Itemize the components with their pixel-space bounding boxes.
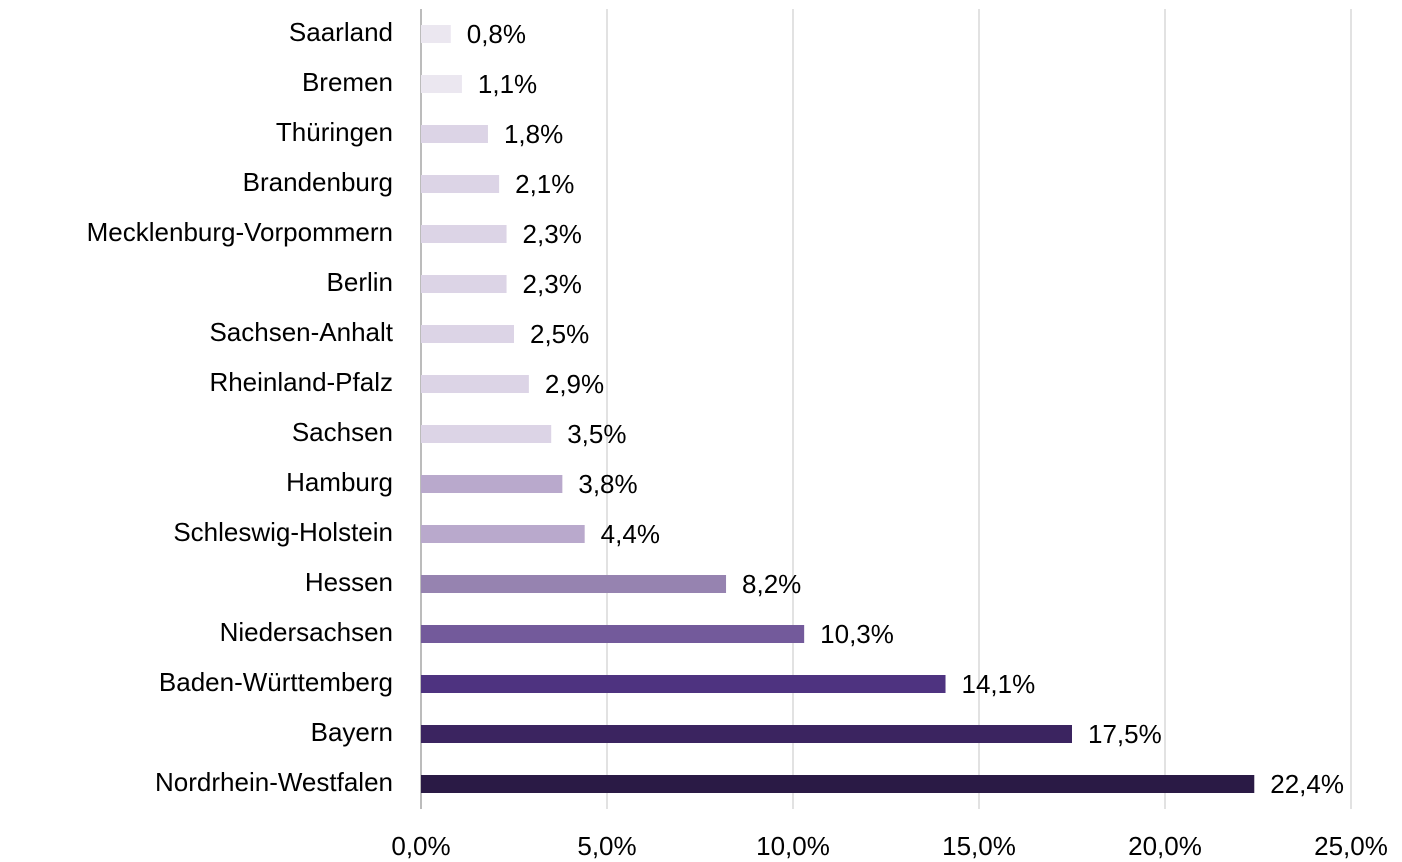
y-tick-label: Bremen	[302, 67, 393, 97]
data-label: 2,9%	[545, 369, 604, 399]
y-tick-label: Mecklenburg-Vorpommern	[87, 217, 393, 247]
data-label: 1,8%	[504, 119, 563, 149]
y-tick-label: Hamburg	[286, 467, 393, 497]
bar	[421, 725, 1072, 743]
bar	[421, 475, 563, 493]
data-label: 2,3%	[523, 269, 582, 299]
y-tick-label: Brandenburg	[243, 167, 393, 197]
bar	[421, 625, 805, 643]
bar	[421, 225, 507, 243]
y-tick-label: Hessen	[305, 567, 393, 597]
bar	[421, 575, 727, 593]
x-tick-label: 15,0%	[942, 831, 1016, 861]
data-label: 22,4%	[1270, 769, 1344, 799]
bar	[421, 125, 488, 143]
x-tick-label: 20,0%	[1128, 831, 1202, 861]
data-label: 17,5%	[1088, 719, 1162, 749]
data-label: 2,3%	[523, 219, 582, 249]
y-tick-label: Sachsen	[292, 417, 393, 447]
bar	[421, 75, 462, 93]
data-label: 8,2%	[742, 569, 801, 599]
bar	[421, 675, 946, 693]
data-label: 14,1%	[962, 669, 1036, 699]
data-label: 10,3%	[820, 619, 894, 649]
bar	[421, 525, 585, 543]
y-tick-label: Schleswig-Holstein	[173, 517, 393, 547]
data-label: 2,5%	[530, 319, 589, 349]
bar	[421, 775, 1255, 793]
x-tick-label: 25,0%	[1314, 831, 1388, 861]
y-tick-label: Saarland	[289, 17, 393, 47]
data-label: 3,8%	[578, 469, 637, 499]
y-tick-label: Nordrhein-Westfalen	[155, 767, 393, 797]
y-tick-label: Sachsen-Anhalt	[209, 317, 393, 347]
data-label: 2,1%	[515, 169, 574, 199]
y-tick-label: Baden-Württemberg	[159, 667, 393, 697]
bar	[421, 25, 451, 43]
y-tick-label: Thüringen	[276, 117, 393, 147]
bar	[421, 375, 529, 393]
x-tick-label: 0,0%	[391, 831, 450, 861]
data-label: 3,5%	[567, 419, 626, 449]
bar	[421, 325, 514, 343]
bar	[421, 175, 500, 193]
x-tick-label: 10,0%	[756, 831, 830, 861]
y-tick-label: Bayern	[311, 717, 393, 747]
bar	[421, 425, 552, 443]
y-tick-label: Berlin	[327, 267, 393, 297]
data-label: 4,4%	[601, 519, 660, 549]
bar	[421, 275, 507, 293]
data-label: 1,1%	[478, 69, 537, 99]
y-tick-label: Rheinland-Pfalz	[209, 367, 393, 397]
data-label: 0,8%	[467, 19, 526, 49]
y-tick-label: Niedersachsen	[220, 617, 393, 647]
x-tick-label: 5,0%	[577, 831, 636, 861]
